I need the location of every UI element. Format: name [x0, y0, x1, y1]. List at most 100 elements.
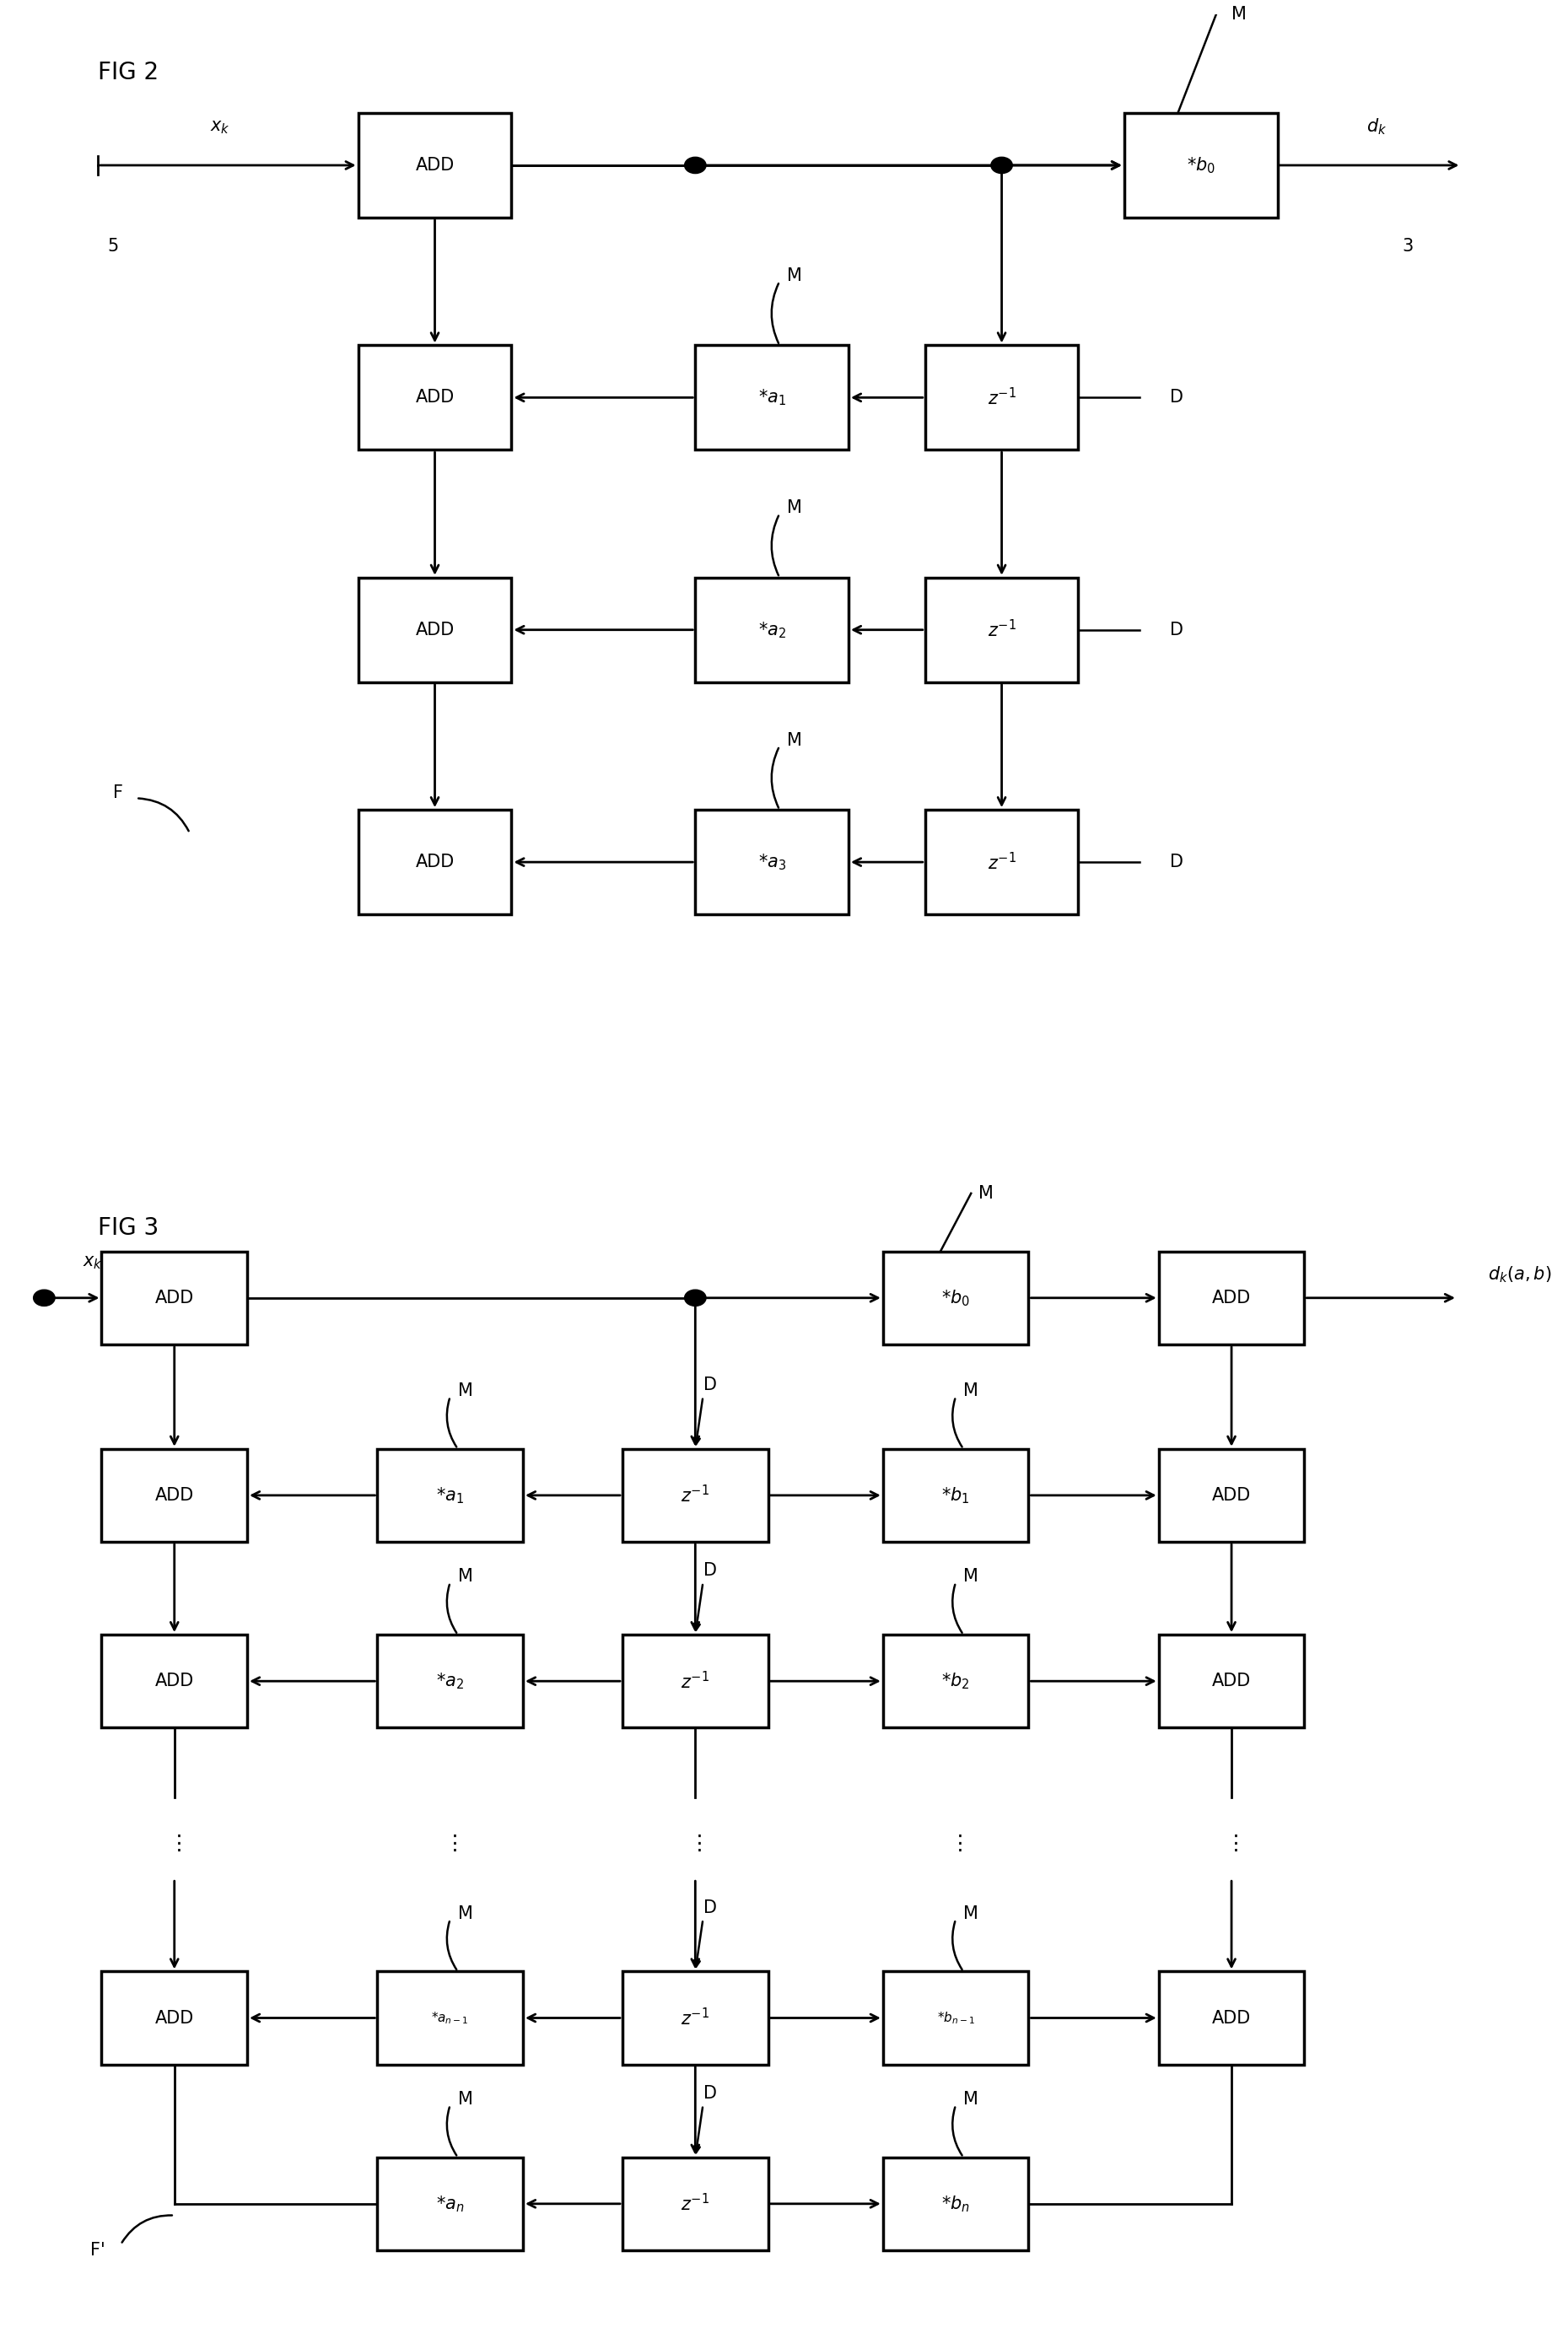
Text: 5: 5: [108, 237, 119, 256]
FancyBboxPatch shape: [883, 2156, 1029, 2250]
FancyBboxPatch shape: [378, 1971, 522, 2065]
Text: D: D: [1170, 853, 1184, 871]
FancyBboxPatch shape: [1159, 1252, 1305, 1344]
Text: ADD: ADD: [416, 157, 455, 174]
FancyBboxPatch shape: [622, 1449, 768, 1541]
FancyBboxPatch shape: [102, 1449, 248, 1541]
Circle shape: [685, 1290, 706, 1306]
Text: M: M: [963, 1381, 978, 1400]
FancyBboxPatch shape: [925, 578, 1079, 681]
Text: $d_k(a,b)$: $d_k(a,b)$: [1488, 1264, 1552, 1285]
FancyBboxPatch shape: [358, 578, 511, 681]
Text: D: D: [704, 1900, 717, 1917]
Text: D: D: [1170, 622, 1184, 639]
Text: $x_k$: $x_k$: [83, 1254, 102, 1271]
FancyBboxPatch shape: [358, 810, 511, 914]
Text: ADD: ADD: [1212, 1672, 1251, 1689]
Text: $*b_1$: $*b_1$: [941, 1485, 971, 1506]
Text: $*b_{n-1}$: $*b_{n-1}$: [936, 2011, 975, 2025]
Text: ADD: ADD: [155, 1290, 194, 1306]
Text: ADD: ADD: [416, 853, 455, 871]
Text: M: M: [787, 500, 803, 517]
Text: $z^{-1}$: $z^{-1}$: [988, 388, 1016, 409]
FancyBboxPatch shape: [1159, 1971, 1305, 2065]
Circle shape: [33, 1290, 55, 1306]
FancyBboxPatch shape: [883, 1449, 1029, 1541]
Text: ADD: ADD: [1212, 1290, 1251, 1306]
FancyBboxPatch shape: [925, 345, 1079, 449]
Text: D: D: [704, 2086, 717, 2102]
FancyBboxPatch shape: [883, 1635, 1029, 1727]
Text: $z^{-1}$: $z^{-1}$: [988, 850, 1016, 874]
Text: $z^{-1}$: $z^{-1}$: [681, 2194, 710, 2215]
FancyBboxPatch shape: [622, 1971, 768, 2065]
FancyBboxPatch shape: [102, 1635, 248, 1727]
Text: $*b_0$: $*b_0$: [1187, 155, 1215, 176]
FancyBboxPatch shape: [358, 113, 511, 218]
FancyBboxPatch shape: [102, 1971, 248, 2065]
Text: $\vdots$: $\vdots$: [168, 1835, 180, 1853]
Text: D: D: [1170, 390, 1184, 406]
Text: $*b_0$: $*b_0$: [941, 1287, 971, 1308]
Text: $z^{-1}$: $z^{-1}$: [681, 1670, 710, 1691]
Circle shape: [991, 157, 1013, 174]
Text: $*a_2$: $*a_2$: [436, 1670, 464, 1691]
Text: FIG 3: FIG 3: [97, 1217, 158, 1240]
FancyBboxPatch shape: [883, 1971, 1029, 2065]
Text: $d_k$: $d_k$: [1367, 117, 1388, 136]
Text: M: M: [963, 2091, 978, 2107]
FancyBboxPatch shape: [695, 810, 848, 914]
Text: ADD: ADD: [155, 2008, 194, 2027]
Text: M: M: [458, 1905, 474, 1921]
FancyBboxPatch shape: [102, 1252, 248, 1344]
Text: M: M: [963, 1569, 978, 1586]
Text: $x_k$: $x_k$: [210, 117, 230, 136]
FancyBboxPatch shape: [378, 1635, 522, 1727]
FancyBboxPatch shape: [378, 2156, 522, 2250]
FancyBboxPatch shape: [1124, 113, 1278, 218]
Text: ADD: ADD: [1212, 1487, 1251, 1503]
FancyBboxPatch shape: [1159, 1635, 1305, 1727]
Text: $\vdots$: $\vdots$: [444, 1835, 456, 1853]
FancyBboxPatch shape: [925, 810, 1079, 914]
Text: $z^{-1}$: $z^{-1}$: [681, 1485, 710, 1506]
Text: $*a_1$: $*a_1$: [436, 1485, 464, 1506]
Text: D: D: [704, 1562, 717, 1579]
Text: M: M: [978, 1184, 994, 1203]
Text: $z^{-1}$: $z^{-1}$: [681, 2008, 710, 2030]
Text: $\vdots$: $\vdots$: [1225, 1835, 1239, 1853]
Text: FIG 2: FIG 2: [97, 61, 158, 85]
FancyBboxPatch shape: [622, 1635, 768, 1727]
Text: M: M: [787, 268, 803, 284]
Text: 3: 3: [1402, 237, 1413, 256]
Text: F': F': [89, 2241, 105, 2260]
Text: $z^{-1}$: $z^{-1}$: [988, 620, 1016, 641]
Text: $*a_1$: $*a_1$: [757, 388, 786, 406]
FancyBboxPatch shape: [1159, 1449, 1305, 1541]
Circle shape: [685, 157, 706, 174]
Text: $*a_2$: $*a_2$: [757, 620, 786, 639]
Text: M: M: [458, 2091, 474, 2107]
FancyBboxPatch shape: [883, 1252, 1029, 1344]
Text: $*b_n$: $*b_n$: [941, 2194, 971, 2213]
Text: M: M: [963, 1905, 978, 1921]
Text: $*a_n$: $*a_n$: [436, 2194, 464, 2213]
Text: ADD: ADD: [416, 390, 455, 406]
Text: $*a_3$: $*a_3$: [757, 853, 786, 871]
Text: M: M: [787, 733, 803, 749]
FancyBboxPatch shape: [358, 345, 511, 449]
FancyBboxPatch shape: [622, 2156, 768, 2250]
Text: D: D: [704, 1377, 717, 1393]
Text: $*b_2$: $*b_2$: [941, 1670, 971, 1691]
Text: F: F: [113, 785, 124, 801]
Text: ADD: ADD: [155, 1672, 194, 1689]
Text: $*a_{n-1}$: $*a_{n-1}$: [431, 2011, 469, 2025]
Text: ADD: ADD: [416, 622, 455, 639]
Text: ADD: ADD: [1212, 2008, 1251, 2027]
Text: M: M: [458, 1381, 474, 1400]
FancyBboxPatch shape: [695, 345, 848, 449]
Text: ADD: ADD: [155, 1487, 194, 1503]
Text: $\vdots$: $\vdots$: [949, 1835, 963, 1853]
Text: $\vdots$: $\vdots$: [688, 1835, 702, 1853]
Text: M: M: [1231, 5, 1247, 23]
